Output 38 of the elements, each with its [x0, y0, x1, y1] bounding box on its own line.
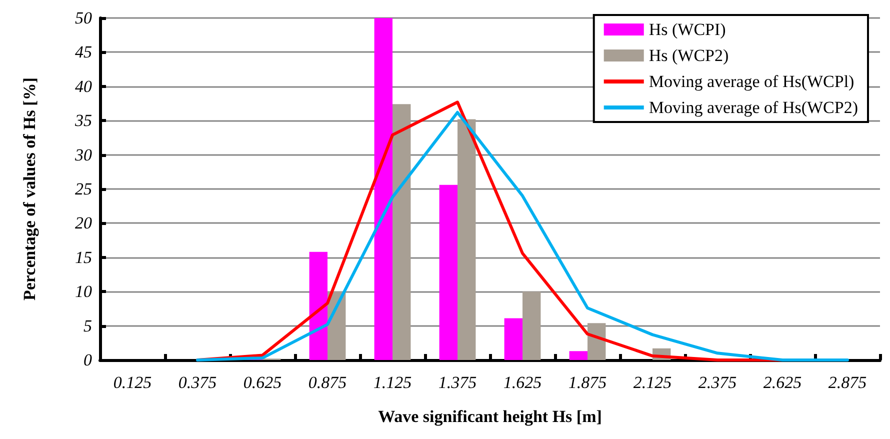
- y-tick-label: 50: [75, 8, 92, 28]
- x-tick-label: 2.875: [828, 373, 867, 392]
- bar: [504, 318, 522, 360]
- y-tick-label: 5: [84, 316, 92, 336]
- y-tick-label: 25: [75, 180, 92, 198]
- x-axis-title: Wave significant height Hs [m]: [378, 407, 602, 426]
- y-tick-label: 30: [74, 145, 92, 164]
- legend-label: Hs (WCPI): [648, 20, 726, 39]
- bar: [374, 18, 392, 360]
- legend-label: Moving average of Hs(WCPl): [648, 72, 854, 91]
- x-tick-label: 0.625: [243, 373, 282, 392]
- x-tick-label: 2.625: [763, 373, 802, 392]
- bar: [522, 292, 541, 360]
- bar: [309, 252, 328, 360]
- x-tick-label: 0.125: [113, 373, 152, 392]
- legend-label: Hs (WCP2): [648, 46, 729, 65]
- y-tick-label: 10: [75, 282, 92, 302]
- x-tick-label: 1.375: [438, 373, 477, 392]
- bar: [588, 323, 606, 360]
- bar: [439, 184, 458, 360]
- y-tick-label: 15: [75, 248, 92, 267]
- x-tick-label: 2.125: [633, 373, 672, 392]
- x-tick-label: 0.375: [178, 373, 217, 392]
- y-tick-label: 20: [75, 214, 92, 233]
- y-tick-label: 0: [84, 350, 92, 370]
- bar: [569, 351, 588, 360]
- bar: [392, 104, 411, 360]
- y-tick-label: 35: [74, 111, 92, 130]
- bar: [458, 119, 476, 360]
- y-tick-label: 40: [75, 76, 92, 96]
- y-tick-label: 45: [75, 42, 92, 62]
- x-tick-label: 2.375: [698, 373, 737, 392]
- x-tick-label: 1.625: [503, 373, 542, 392]
- x-tick-label: 1.875: [568, 373, 607, 392]
- x-tick-label: 1.125: [373, 373, 412, 392]
- x-tick-label: 0.875: [308, 373, 347, 392]
- legend-label: Moving average of Hs(WCP2): [648, 98, 858, 117]
- y-axis-title: Percentage of values of Hs [%]: [20, 78, 39, 300]
